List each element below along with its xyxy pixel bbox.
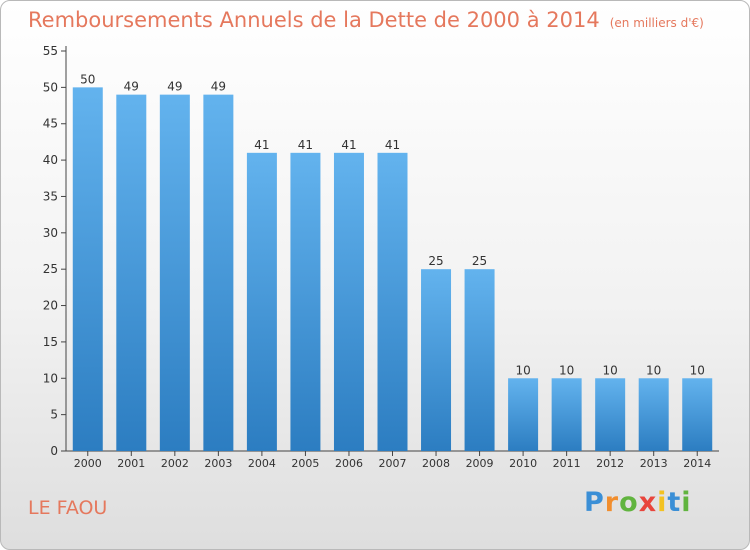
x-tick-label-2002: 2002 [161,457,189,470]
value-label-2008: 25 [428,254,443,268]
x-tick-label-2014: 2014 [683,457,711,470]
logo-letter: t [667,487,682,518]
value-label-2009: 25 [472,254,487,268]
y-tick-label: 20 [43,299,58,313]
value-label-2003: 49 [211,80,226,94]
y-tick-label: 50 [43,80,58,94]
bar-2014 [682,378,713,451]
x-tick-label-2013: 2013 [640,457,668,470]
y-tick-label: 40 [43,153,58,167]
logo-letter: r [604,487,620,518]
x-tick-label-2003: 2003 [204,457,232,470]
bar-2002 [159,94,190,452]
y-tick-label: 15 [43,335,58,349]
value-label-2004: 41 [254,138,269,152]
commune-name: LE FAOU [28,497,108,519]
chart-title: Remboursements Annuels de la Dette de 20… [28,8,704,32]
value-label-2002: 49 [167,80,182,94]
y-tick-label: 30 [43,226,58,240]
bar-2009 [464,269,495,451]
bar-2005 [290,152,321,451]
y-tick-label: 35 [43,189,58,203]
value-label-2001: 49 [124,80,139,94]
logo-letter: x [638,487,658,518]
x-tick-label-2007: 2007 [379,457,407,470]
title-text: Remboursements Annuels de la Dette de 20… [28,8,600,32]
unit-subtitle: (en milliers d'€) [609,16,704,30]
x-tick-label-2005: 2005 [291,457,319,470]
value-label-2012: 10 [603,363,618,377]
value-label-2006: 41 [341,138,356,152]
y-tick-label: 55 [43,44,58,58]
x-tick-label-2000: 2000 [74,457,102,470]
value-label-2011: 10 [559,363,574,377]
value-label-2000: 50 [80,72,95,86]
bar-2010 [508,378,539,451]
logo-letter: P [584,487,605,518]
bar-2012 [595,378,626,451]
x-tick-label-2011: 2011 [553,457,581,470]
bar-2007 [377,152,408,451]
value-label-2005: 41 [298,138,313,152]
x-tick-label-2009: 2009 [466,457,494,470]
proxiti-logo: Proxiti [584,487,692,518]
value-label-2014: 10 [690,363,705,377]
x-tick-label-2006: 2006 [335,457,363,470]
x-tick-label-2012: 2012 [596,457,624,470]
y-tick-label: 10 [43,371,58,385]
bar-2011 [551,378,582,451]
bar-2001 [116,94,147,452]
logo-letter: i [681,487,692,518]
y-tick-label: 0 [50,444,58,458]
y-tick-label: 5 [50,408,58,422]
value-label-2010: 10 [515,363,530,377]
bar-2013 [638,378,669,451]
y-tick-label: 25 [43,262,58,276]
logo-letter: i [657,487,668,518]
x-tick-label-2010: 2010 [509,457,537,470]
value-label-2013: 10 [646,363,661,377]
bar-2006 [333,152,364,451]
x-tick-label-2008: 2008 [422,457,450,470]
bar-2003 [203,94,234,452]
logo-letter: o [619,487,639,518]
bar-2000 [72,87,103,451]
y-tick-label: 45 [43,117,58,131]
bar-2004 [246,152,277,451]
x-tick-label-2001: 2001 [117,457,145,470]
value-label-2007: 41 [385,138,400,152]
x-tick-label-2004: 2004 [248,457,276,470]
bar-2008 [421,269,452,451]
